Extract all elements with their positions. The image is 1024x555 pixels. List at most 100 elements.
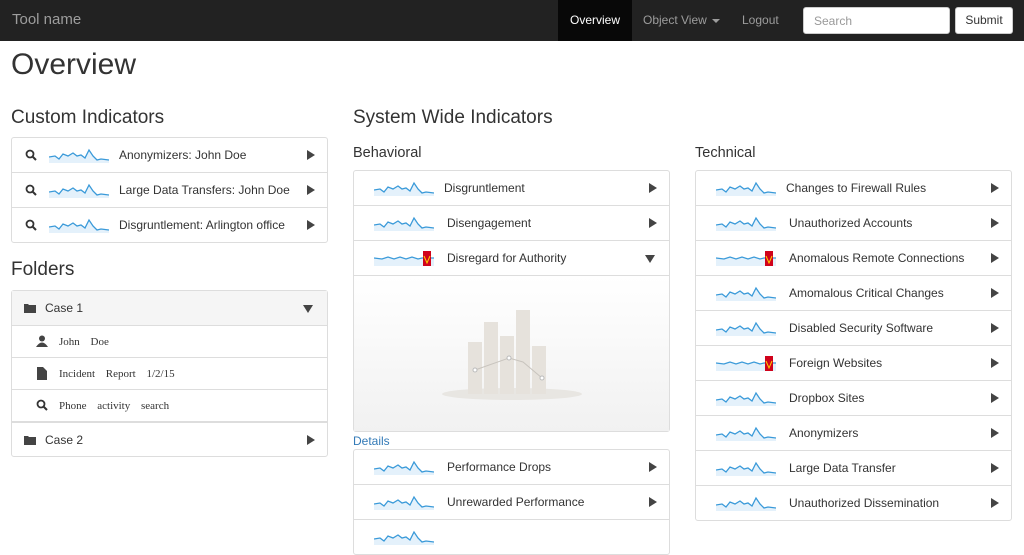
sparkline bbox=[374, 459, 434, 475]
search-icon bbox=[25, 149, 37, 161]
section-title: System Wide Indicators bbox=[353, 107, 553, 128]
brand[interactable]: Tool name bbox=[12, 11, 82, 28]
folder-item[interactable]: Phone activity search bbox=[12, 389, 327, 421]
nav-link[interactable]: Logout bbox=[742, 13, 779, 27]
sparkline bbox=[374, 215, 434, 231]
indicator-label: Disgruntlement: Arlington office bbox=[119, 218, 285, 232]
indicator-label: Disengagement bbox=[447, 216, 532, 230]
sparkline bbox=[716, 425, 776, 441]
expand-arrow bbox=[649, 462, 657, 472]
indicator-label: Dropbox Sites bbox=[789, 391, 865, 405]
sparkline-alert bbox=[374, 250, 434, 266]
indicator-row[interactable]: Unauthorized Dissemination bbox=[696, 485, 1011, 520]
indicator-label: Unauthorized Dissemination bbox=[789, 496, 940, 510]
search-input[interactable]: Search bbox=[803, 7, 950, 34]
sparkline bbox=[716, 285, 776, 301]
expand-arrow bbox=[991, 428, 999, 438]
folder-label: Case 2 bbox=[45, 433, 84, 447]
indicator-label: Disgruntlement bbox=[444, 181, 525, 195]
indicator-row[interactable]: Anomalous Remote Connections bbox=[696, 240, 1011, 275]
indicator-label: Unrewarded Performance bbox=[447, 495, 585, 509]
folder-row[interactable]: Case 1 bbox=[12, 291, 327, 325]
sparkline-alert bbox=[716, 355, 776, 371]
folder-label: Case 1 bbox=[45, 301, 84, 315]
indicator-row[interactable]: Large Data Transfers: John Doe bbox=[12, 172, 327, 207]
sparkline bbox=[49, 182, 109, 198]
placeholder-graphic bbox=[442, 310, 582, 400]
sparkline bbox=[49, 147, 109, 163]
indicator-list: Disgruntlement Disengagement Disregard f… bbox=[353, 170, 670, 432]
expand-arrow bbox=[991, 358, 999, 368]
indicator-label: Disregard for Authority bbox=[447, 251, 567, 265]
indicator-row[interactable] bbox=[354, 519, 669, 554]
details-link[interactable]: Details bbox=[353, 434, 390, 448]
indicator-row[interactable]: Disgruntlement: Arlington office bbox=[12, 207, 327, 242]
indicator-label: Anonymizers: John Doe bbox=[119, 148, 247, 162]
indicator-label: Anonymizers bbox=[789, 426, 859, 440]
sparkline bbox=[716, 460, 776, 476]
indicator-row[interactable]: Disgruntlement bbox=[354, 171, 669, 205]
caret bbox=[711, 18, 720, 23]
expand-arrow bbox=[307, 220, 315, 230]
person-icon bbox=[36, 335, 48, 347]
indicator-list: Anonymizers: John Doe Large Data Transfe… bbox=[11, 137, 328, 243]
expand-arrow bbox=[649, 497, 657, 507]
submit-button[interactable]: Submit bbox=[955, 7, 1013, 34]
folder-item[interactable]: Incident Report 1/2/15 bbox=[12, 357, 327, 389]
indicator-row[interactable]: Anonymizers: John Doe bbox=[12, 138, 327, 172]
nav-link[interactable]: Overview bbox=[558, 0, 633, 41]
expand-arrow bbox=[649, 218, 657, 228]
expand-arrow bbox=[307, 435, 315, 445]
indicator-row[interactable]: Amomalous Critical Changes bbox=[696, 275, 1011, 310]
chart-placeholder bbox=[354, 275, 669, 431]
indicator-row[interactable]: Dropbox Sites bbox=[696, 380, 1011, 415]
expand-arrow bbox=[307, 150, 315, 160]
expand-arrow bbox=[991, 253, 999, 263]
indicator-label: Changes to Firewall Rules bbox=[786, 181, 927, 195]
folder-item-label: John Doe bbox=[59, 336, 109, 348]
indicator-list: Performance Drops Unrewarded Performance bbox=[353, 449, 670, 555]
indicator-row[interactable]: Disabled Security Software bbox=[696, 310, 1011, 345]
folder-list: Case 1 John Doe Incident Report 1/2/15 P… bbox=[11, 290, 328, 457]
indicator-row[interactable]: Unrewarded Performance bbox=[354, 484, 669, 519]
expand-arrow bbox=[307, 185, 315, 195]
folder-icon bbox=[24, 435, 36, 445]
nav-dropdown[interactable]: Object View bbox=[631, 0, 732, 41]
expand-arrow bbox=[991, 288, 999, 298]
page-title: Overview bbox=[11, 48, 137, 81]
file-icon bbox=[37, 367, 47, 380]
indicator-row[interactable]: Anonymizers bbox=[696, 415, 1011, 450]
indicator-row[interactable]: Large Data Transfer bbox=[696, 450, 1011, 485]
folder-item-label: Phone activity search bbox=[59, 400, 170, 412]
indicator-row[interactable]: Disengagement bbox=[354, 205, 669, 240]
expand-arrow bbox=[991, 463, 999, 473]
expand-arrow bbox=[991, 498, 999, 508]
sparkline bbox=[716, 495, 776, 511]
expand-arrow bbox=[991, 323, 999, 333]
expand-arrow bbox=[991, 183, 999, 193]
folder-item[interactable]: John Doe bbox=[12, 325, 327, 357]
indicator-label: Large Data Transfer bbox=[789, 461, 896, 475]
section-title: Custom Indicators bbox=[11, 107, 165, 128]
expand-arrow bbox=[991, 393, 999, 403]
indicator-row[interactable]: Performance Drops bbox=[354, 450, 669, 484]
indicator-label: Anomalous Remote Connections bbox=[789, 251, 965, 265]
search-icon bbox=[25, 184, 37, 196]
indicator-row[interactable]: Foreign Websites bbox=[696, 345, 1011, 380]
sparkline bbox=[716, 320, 776, 336]
sparkline bbox=[374, 494, 434, 510]
group-title: Behavioral bbox=[353, 145, 422, 161]
sparkline bbox=[716, 180, 776, 196]
indicator-label: Foreign Websites bbox=[789, 356, 883, 370]
indicator-row[interactable]: Disregard for Authority bbox=[354, 240, 669, 275]
navbar: Tool name Overview Object View Logout Se… bbox=[0, 0, 1024, 41]
sparkline bbox=[374, 180, 434, 196]
sparkline bbox=[374, 529, 434, 545]
indicator-label: Unauthorized Accounts bbox=[789, 216, 913, 230]
sparkline bbox=[716, 215, 776, 231]
folder-row[interactable]: Case 2 bbox=[12, 421, 327, 456]
indicator-row[interactable]: Unauthorized Accounts bbox=[696, 205, 1011, 240]
indicator-row[interactable]: Changes to Firewall Rules bbox=[696, 171, 1011, 205]
collapse-arrow bbox=[645, 255, 655, 263]
folder-icon bbox=[24, 303, 36, 313]
